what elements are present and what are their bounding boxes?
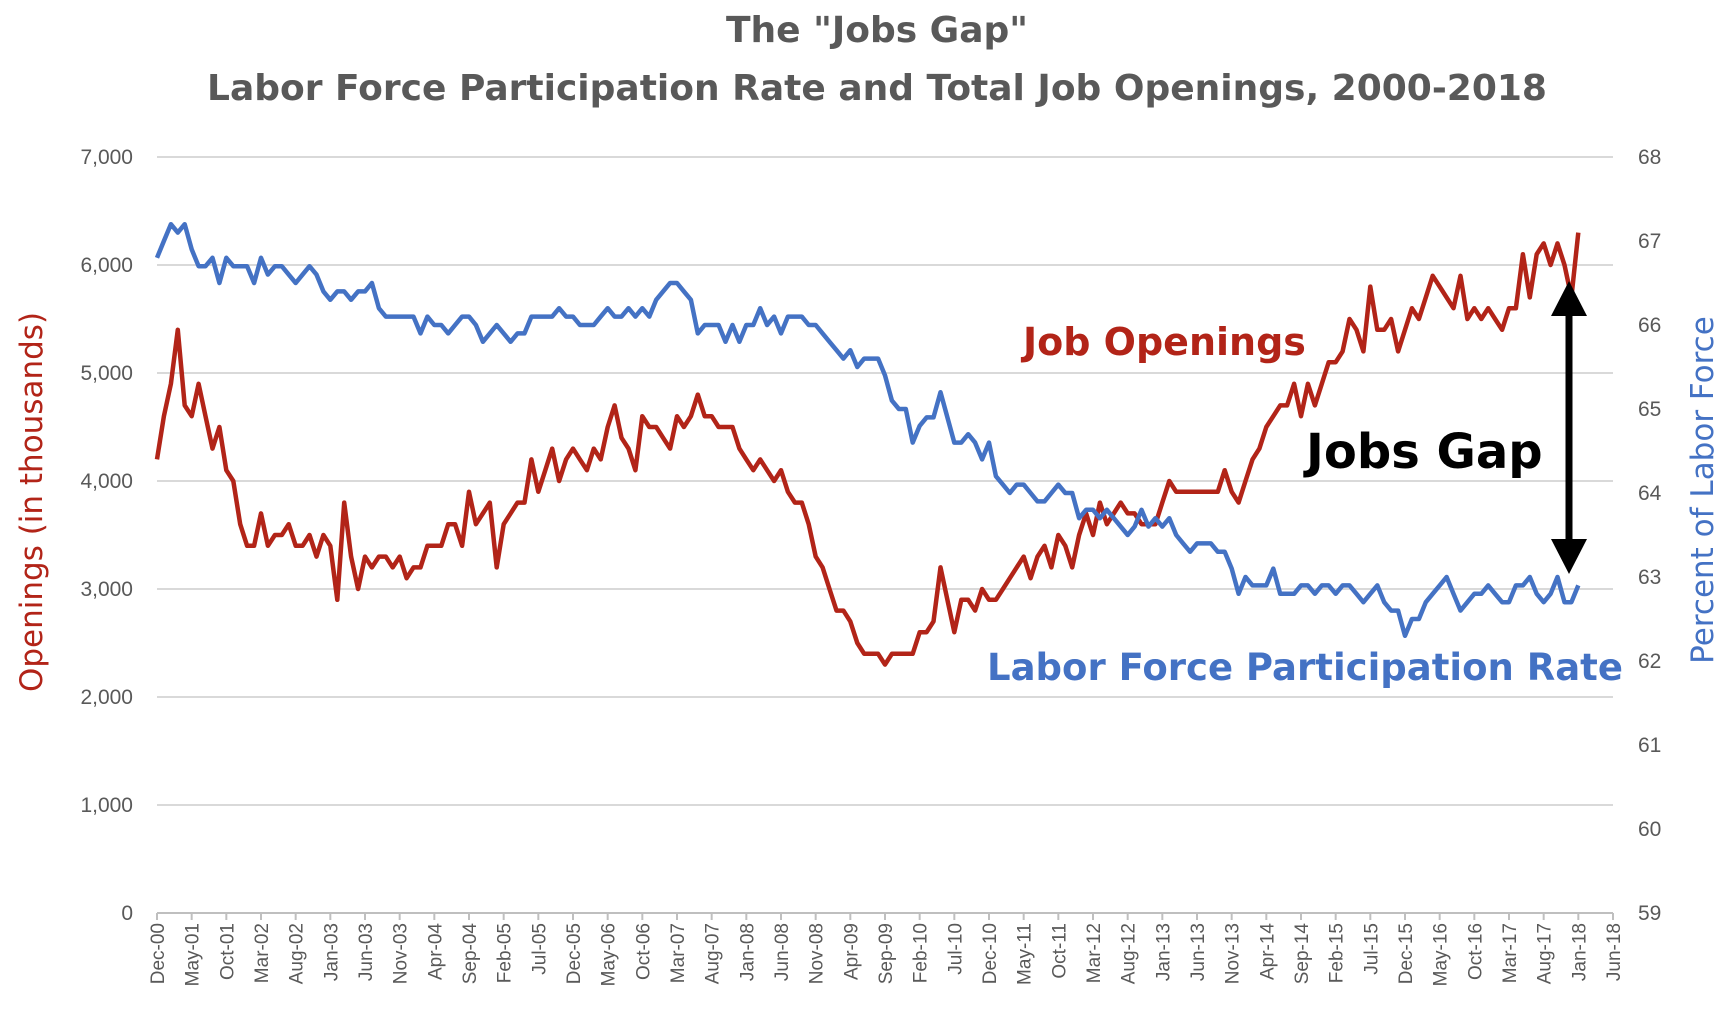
right-tick-label: 64	[1638, 482, 1662, 505]
x-tick-label: Mar-17	[1500, 923, 1521, 983]
x-tick-label: Nov-03	[391, 923, 412, 984]
right-tick-label: 65	[1638, 398, 1661, 421]
left-tick-label: 3,000	[80, 578, 133, 601]
right-tick-label: 67	[1638, 230, 1661, 253]
x-tick-label: Oct-06	[633, 923, 654, 980]
x-tick-label: Jan-18	[1569, 923, 1590, 981]
right-tick-label: 68	[1638, 146, 1661, 169]
x-tick-label: Mar-02	[252, 923, 273, 983]
x-tick-label: Jan-03	[321, 923, 342, 981]
x-tick-label: May-06	[599, 923, 620, 986]
x-tick-label: Aug-12	[1119, 923, 1140, 984]
series-lines	[154, 221, 1581, 667]
gridlines	[157, 156, 1613, 806]
jobs-gap-annotation: Jobs Gap	[1303, 424, 1543, 480]
x-tick-label: Oct-01	[217, 923, 238, 980]
x-axis: Dec-00 May-01 Oct-01 Mar-02 Aug-02 Jan-03 Jun-…	[148, 912, 1625, 986]
x-tick-label: Apr-04	[425, 923, 446, 980]
right-axis-label: Percent of Labor Force	[1685, 316, 1720, 664]
left-tick-label: 7,000	[80, 146, 133, 169]
lfpr-line	[154, 221, 1581, 639]
left-tick-label: 0	[121, 902, 133, 925]
x-tick-label: Sep-09	[876, 923, 897, 984]
x-tick-label: Sep-04	[460, 923, 481, 985]
lfpr-annotation: Labor Force Participation Rate	[987, 646, 1623, 689]
x-tick-label: Oct-16	[1465, 923, 1486, 980]
x-tick-label: Jun-18	[1604, 923, 1625, 981]
x-tick-label: Nov-08	[807, 923, 828, 984]
job-openings-line	[154, 232, 1581, 667]
jobs-gap-arrow-icon	[1551, 281, 1587, 574]
x-tick-label: Apr-09	[841, 923, 862, 980]
right-tick-label: 59	[1638, 902, 1661, 925]
x-tick-label: Mar-07	[668, 923, 689, 983]
left-tick-label: 4,000	[80, 470, 133, 493]
chart-subtitle: Labor Force Participation Rate and Total…	[207, 68, 1547, 109]
x-tick-label: Apr-14	[1257, 923, 1278, 980]
x-tick-label: Jun-08	[772, 923, 793, 981]
right-tick-label: 60	[1638, 818, 1661, 841]
right-tick-label: 61	[1638, 734, 1661, 757]
x-tick-label: Oct-11	[1049, 923, 1070, 979]
x-tick-label: Aug-02	[287, 923, 308, 984]
x-tick-label: Jul-15	[1361, 923, 1382, 975]
x-tick-label: Jan-13	[1153, 923, 1174, 981]
x-tick-label: Nov-13	[1223, 923, 1244, 984]
left-axis-label: Openings (in thousands)	[14, 312, 50, 692]
x-tick-label: Feb-10	[911, 923, 932, 983]
x-tick-label: May-16	[1431, 923, 1452, 986]
left-tick-label: 1,000	[80, 794, 133, 817]
chart-title: The "Jobs Gap"	[726, 10, 1028, 51]
x-tick-label: Sep-14	[1292, 923, 1313, 985]
left-tick-label: 2,000	[80, 686, 133, 709]
right-tick-label: 62	[1638, 650, 1661, 673]
x-tick-label: Feb-05	[495, 923, 516, 983]
left-tick-label: 6,000	[80, 254, 133, 277]
x-tick-label: Aug-07	[703, 923, 724, 984]
x-tick-label: May-01	[183, 923, 204, 986]
x-tick-label: Dec-15	[1396, 923, 1417, 984]
x-tick-label: Jul-10	[945, 923, 966, 975]
x-tick-label: Jul-05	[529, 923, 550, 975]
x-tick-label: Dec-00	[148, 923, 169, 984]
x-tick-label: Dec-10	[980, 923, 1001, 984]
job-openings-annotation: Job Openings	[1020, 320, 1306, 364]
right-axis-ticks: 59 60 61 62 63 64 65 66 67 68	[1638, 146, 1662, 925]
x-tick-label: Feb-15	[1327, 923, 1348, 983]
right-tick-label: 63	[1638, 566, 1661, 589]
right-tick-label: 66	[1638, 314, 1661, 337]
x-tick-label: Jun-13	[1188, 923, 1209, 981]
x-tick-label: Jan-08	[737, 923, 758, 981]
left-axis-ticks: 0 1,000 2,000 3,000 4,000 5,000 6,000 7,000	[80, 146, 133, 925]
x-tick-label: Aug-17	[1535, 923, 1556, 984]
x-tick-label: Jun-03	[356, 923, 377, 981]
x-tick-label: Mar-12	[1084, 923, 1105, 983]
left-tick-label: 5,000	[80, 362, 133, 385]
x-tick-label: Dec-05	[564, 923, 585, 984]
x-tick-label: May-11	[1015, 923, 1036, 985]
